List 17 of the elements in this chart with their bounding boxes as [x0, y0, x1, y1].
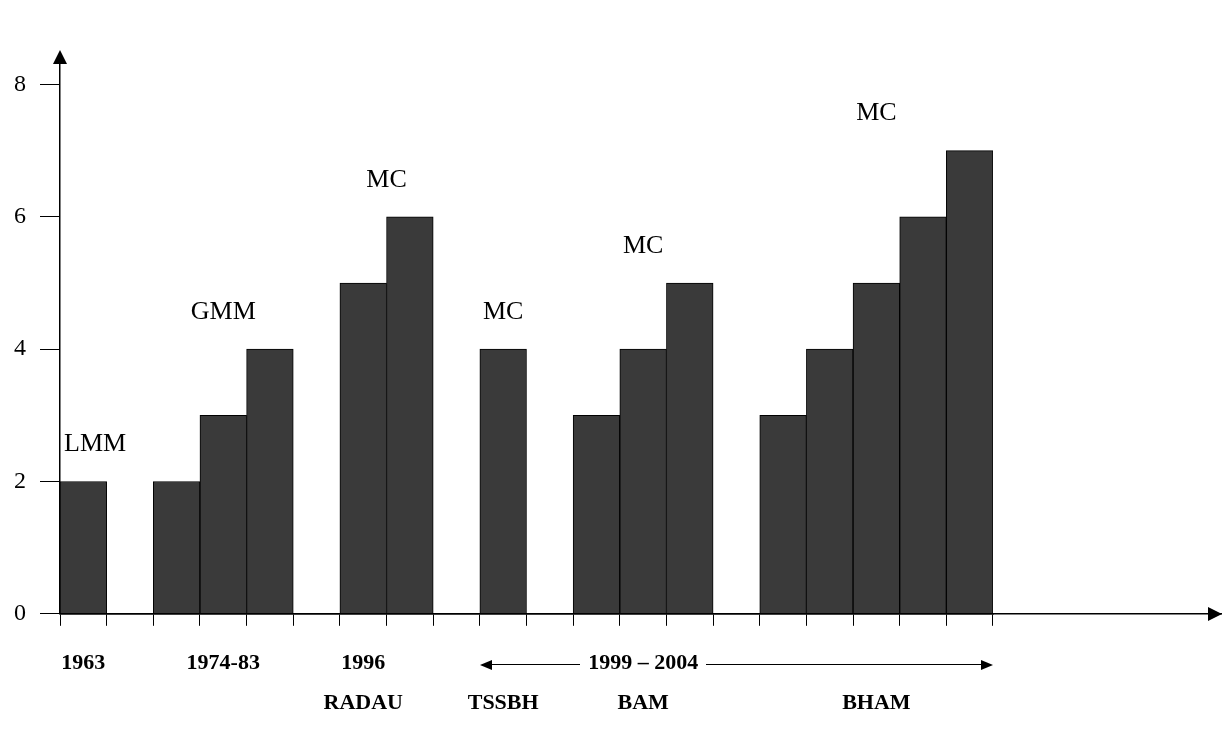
x-tick-label: 1963	[61, 649, 106, 675]
y-tick-label: 6	[14, 202, 26, 229]
x-tick-label: TSSBH	[467, 688, 539, 714]
annotation: MC	[366, 163, 407, 193]
y-tick-label: 8	[14, 69, 26, 96]
annotation: MC	[856, 97, 897, 127]
y-tick-label: 0	[14, 599, 26, 626]
annotation: GMM	[190, 295, 256, 325]
y-tick-label: 2	[14, 466, 26, 493]
annotation: MC	[482, 295, 524, 325]
annotation: MC	[622, 229, 664, 259]
annotation: LMM	[64, 428, 127, 458]
x-tick-label: 1974-83	[186, 649, 260, 675]
y-tick-label: 4	[14, 334, 26, 361]
x-tick-label: 1996 RADAU	[323, 649, 404, 714]
x-tick-label: 1999 – 2004 BAM	[588, 649, 699, 714]
x-tick-label: BHAM	[842, 688, 911, 714]
